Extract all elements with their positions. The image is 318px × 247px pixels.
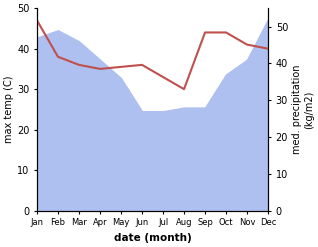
Y-axis label: med. precipitation
(kg/m2): med. precipitation (kg/m2) bbox=[292, 65, 314, 154]
X-axis label: date (month): date (month) bbox=[114, 233, 191, 243]
Y-axis label: max temp (C): max temp (C) bbox=[4, 76, 14, 143]
